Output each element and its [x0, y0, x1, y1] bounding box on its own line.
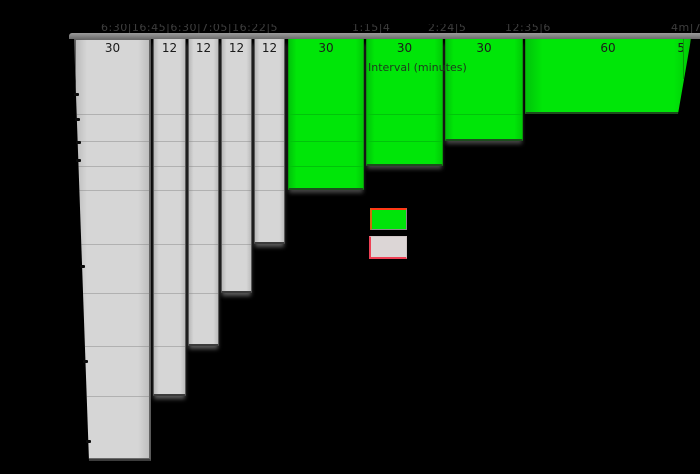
gridline [75, 114, 150, 115]
gridline [154, 166, 185, 167]
interval-column-label: 30 [289, 41, 363, 55]
interval-column[interactable]: 30 [288, 39, 364, 190]
gridline [189, 166, 218, 167]
interval-column[interactable]: 30 [74, 39, 151, 461]
gridline [222, 166, 251, 167]
gridline [255, 190, 284, 191]
gridline [75, 293, 150, 294]
legend-swatch-gray[interactable] [369, 236, 407, 259]
gridline [189, 141, 218, 142]
gridline [154, 293, 185, 294]
interval-column-label: 30 [75, 41, 150, 55]
gridline [289, 114, 363, 115]
interval-column-label: 60 [526, 41, 690, 55]
chart-title: Interval (minutes) [368, 61, 467, 74]
gridline [189, 190, 218, 191]
gridline [367, 141, 442, 142]
gridline [154, 141, 185, 142]
gridline [255, 166, 284, 167]
gridline [255, 114, 284, 115]
gridline [75, 244, 150, 245]
time-axis-tick [76, 141, 81, 144]
gridline [154, 346, 185, 347]
gridline [154, 244, 185, 245]
gridline [367, 114, 442, 115]
interval-column[interactable]: 12 [221, 39, 252, 293]
gridline [255, 141, 284, 142]
interval-column[interactable]: 30 [366, 39, 443, 166]
time-axis-tick [76, 159, 81, 162]
interval-column[interactable]: 12 [188, 39, 219, 346]
gridline [222, 244, 251, 245]
interval-column[interactable]: 605 [525, 39, 691, 114]
gridline [75, 346, 150, 347]
gridline [75, 396, 150, 397]
interval-column-label: 12 [154, 41, 185, 55]
gridline [222, 114, 251, 115]
time-axis-tick [86, 440, 91, 443]
gridline [75, 190, 150, 191]
gridline [222, 141, 251, 142]
column-divider [683, 39, 684, 79]
gridline [446, 114, 522, 115]
screen: 6:30|16:45|6:30|7:05|16:22|51:15|42:24|5… [0, 0, 700, 474]
gridline [289, 141, 363, 142]
gridline [189, 293, 218, 294]
gridline [189, 114, 218, 115]
gridline [154, 114, 185, 115]
time-axis-tick [74, 93, 79, 96]
gridline [75, 141, 150, 142]
gridline [222, 190, 251, 191]
interval-column[interactable]: 30 [445, 39, 523, 141]
interval-column-label: 12 [255, 41, 284, 55]
interval-column-label: 12 [189, 41, 218, 55]
interval-column[interactable]: 12 [153, 39, 186, 396]
interval-column-label: 12 [222, 41, 251, 55]
legend-swatch-green-selected[interactable] [370, 208, 407, 230]
gridline [289, 166, 363, 167]
gridline [75, 166, 150, 167]
interval-column-label: 30 [367, 41, 442, 55]
gridline [154, 190, 185, 191]
interval-column[interactable]: 12 [254, 39, 285, 244]
interval-column-label: 30 [446, 41, 522, 55]
time-axis-tick [75, 118, 80, 121]
gridline [189, 244, 218, 245]
time-axis-tick [80, 265, 85, 268]
time-axis-tick [83, 360, 88, 363]
